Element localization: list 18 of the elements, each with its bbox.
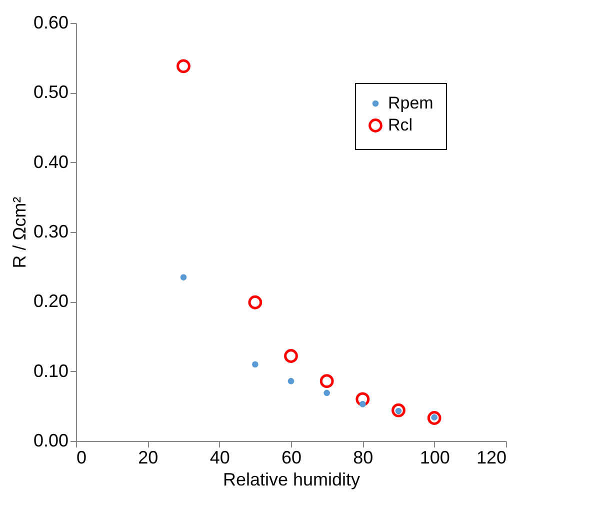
y-tick-label: 0.60 xyxy=(33,12,68,32)
x-tick-label: 0 xyxy=(76,448,87,468)
y-tick-label: 0.50 xyxy=(33,82,68,102)
x-tick-label: 120 xyxy=(476,448,506,468)
y-tick-label: 0.20 xyxy=(33,291,68,312)
x-tick-label: 60 xyxy=(281,448,302,468)
x-axis-title: Relative humidity xyxy=(222,470,360,490)
legend-label: Rpem xyxy=(388,94,434,112)
y-tick-label: 0.00 xyxy=(33,430,68,450)
legend-label: Rcl xyxy=(388,116,413,134)
x-tick-label: 100 xyxy=(420,448,450,468)
y-tick-label: 0.40 xyxy=(33,152,68,172)
y-axis-title: R / Ωcm² xyxy=(9,196,30,268)
x-tick-label: 80 xyxy=(353,448,374,468)
x-tick-label: 40 xyxy=(210,448,230,468)
x-tick-label: 20 xyxy=(138,448,158,468)
y-tick-label: 0.30 xyxy=(33,222,68,242)
y-tick-label: 0.10 xyxy=(33,360,68,381)
